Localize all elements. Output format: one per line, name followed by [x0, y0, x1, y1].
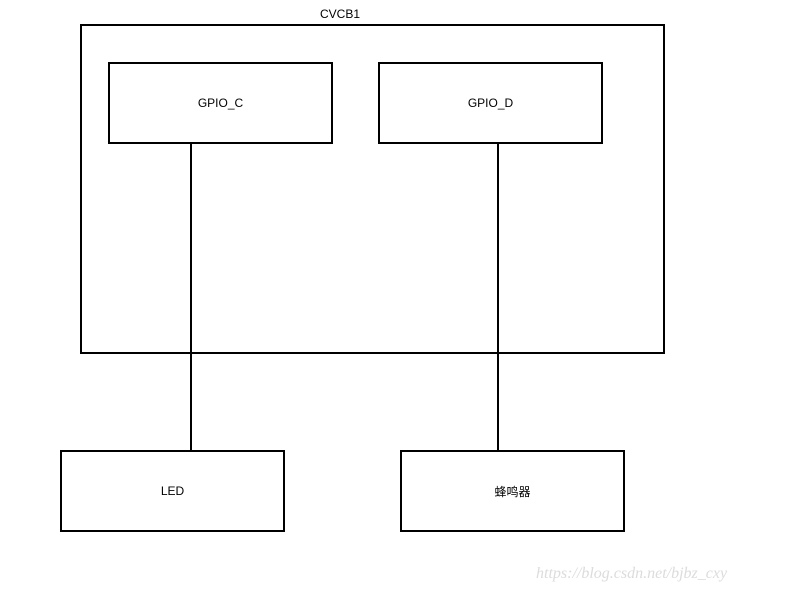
gpio-d-box: GPIO_D: [378, 62, 603, 144]
buzzer-box: 蜂鸣器: [400, 450, 625, 532]
connector-gpio-d-buzzer: [497, 144, 499, 450]
gpio-c-box: GPIO_C: [108, 62, 333, 144]
watermark-text: https://blog.csdn.net/bjbz_cxy: [536, 565, 727, 583]
buzzer-label: 蜂鸣器: [494, 483, 530, 500]
connector-gpio-c-led: [190, 144, 192, 450]
led-label: LED: [161, 484, 184, 498]
led-box: LED: [60, 450, 285, 532]
gpio-c-label: GPIO_C: [198, 96, 243, 110]
diagram-title: CVCB1: [320, 7, 360, 21]
gpio-d-label: GPIO_D: [468, 96, 513, 110]
